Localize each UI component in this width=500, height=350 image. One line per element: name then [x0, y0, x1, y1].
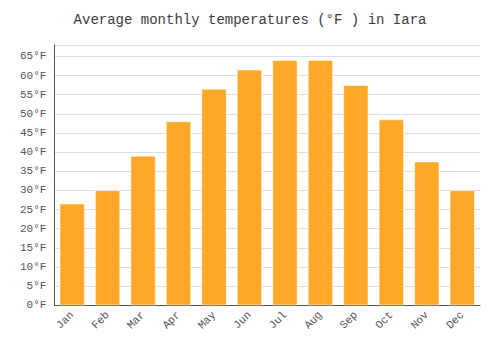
svg-text:0°F: 0°F [27, 299, 47, 311]
svg-text:20°F: 20°F [20, 223, 46, 235]
svg-text:40°F: 40°F [20, 146, 46, 158]
svg-text:Jun: Jun [231, 309, 253, 331]
svg-text:25°F: 25°F [20, 204, 46, 216]
svg-text:15°F: 15°F [20, 242, 46, 254]
svg-text:30°F: 30°F [20, 184, 46, 196]
svg-text:35°F: 35°F [20, 165, 46, 177]
svg-text:Mar: Mar [125, 309, 147, 331]
svg-text:May: May [196, 309, 219, 332]
svg-text:Jan: Jan [54, 309, 76, 331]
svg-text:Apr: Apr [160, 309, 182, 331]
svg-text:Aug: Aug [302, 309, 324, 331]
svg-text:55°F: 55°F [20, 89, 46, 101]
svg-text:Sep: Sep [338, 309, 360, 331]
svg-text:5°F: 5°F [27, 280, 47, 292]
svg-text:Nov: Nov [409, 309, 432, 332]
svg-text:60°F: 60°F [20, 70, 46, 82]
svg-text:Oct: Oct [373, 309, 395, 331]
svg-text:Jul: Jul [267, 309, 289, 331]
svg-text:65°F: 65°F [20, 50, 46, 62]
svg-text:50°F: 50°F [20, 108, 46, 120]
svg-text:Dec: Dec [444, 309, 466, 331]
svg-text:45°F: 45°F [20, 127, 46, 139]
svg-text:Feb: Feb [89, 309, 111, 331]
svg-text:Average monthly temperatures (: Average monthly temperatures (°F ) in Ia… [74, 12, 427, 28]
svg-text:10°F: 10°F [20, 261, 46, 273]
